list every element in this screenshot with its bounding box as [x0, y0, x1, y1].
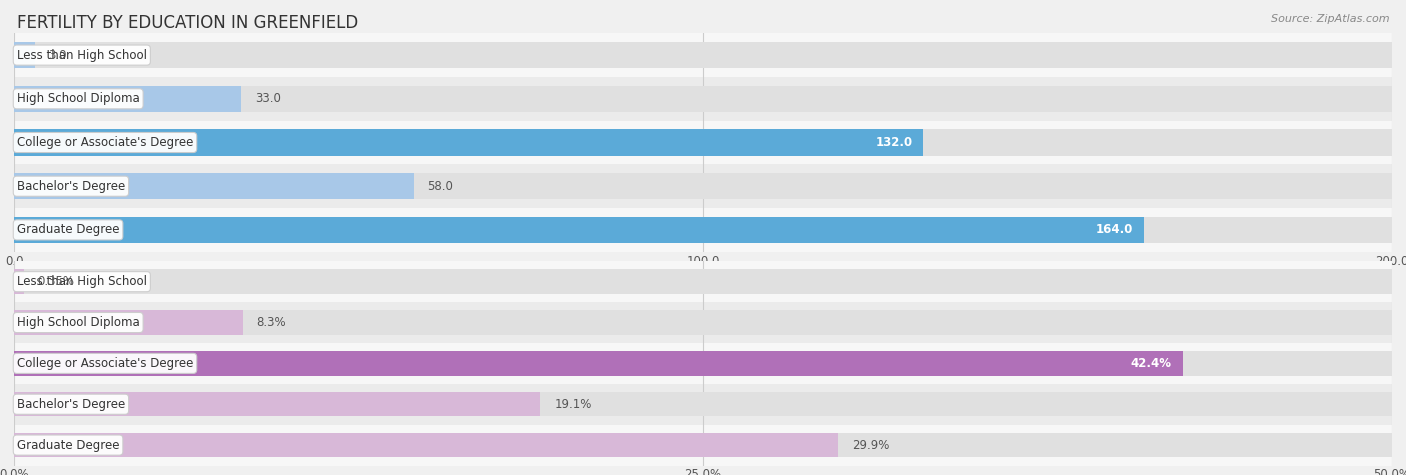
Bar	[14, 425, 1392, 466]
Bar	[14, 86, 1392, 112]
Text: Source: ZipAtlas.com: Source: ZipAtlas.com	[1271, 14, 1389, 24]
Bar	[14, 121, 1392, 164]
Text: College or Associate's Degree: College or Associate's Degree	[17, 357, 193, 370]
Bar	[14, 351, 1392, 376]
Bar	[14, 384, 1392, 425]
Text: 58.0: 58.0	[427, 180, 453, 193]
Bar	[14, 217, 1144, 243]
Text: 132.0: 132.0	[876, 136, 912, 149]
Bar	[14, 173, 1392, 200]
Bar	[14, 310, 1392, 335]
Bar	[14, 302, 1392, 343]
Text: High School Diploma: High School Diploma	[17, 92, 139, 105]
Bar	[14, 433, 838, 457]
Bar	[14, 129, 924, 156]
Text: 29.9%: 29.9%	[852, 438, 889, 452]
Bar	[14, 129, 1392, 156]
Text: Graduate Degree: Graduate Degree	[17, 223, 120, 237]
Text: Less than High School: Less than High School	[17, 48, 146, 62]
Bar	[14, 392, 540, 417]
Bar	[14, 86, 242, 112]
Bar	[14, 208, 1392, 252]
Text: Bachelor's Degree: Bachelor's Degree	[17, 398, 125, 411]
Bar	[14, 269, 1392, 294]
Text: FERTILITY BY EDUCATION IN GREENFIELD: FERTILITY BY EDUCATION IN GREENFIELD	[17, 14, 359, 32]
Text: 8.3%: 8.3%	[256, 316, 287, 329]
Bar	[14, 433, 1392, 457]
Text: 33.0: 33.0	[256, 92, 281, 105]
Text: 42.4%: 42.4%	[1130, 357, 1171, 370]
Bar	[14, 269, 24, 294]
Bar	[14, 77, 1392, 121]
Text: 3.0: 3.0	[48, 48, 67, 62]
Text: High School Diploma: High School Diploma	[17, 316, 139, 329]
Text: Less than High School: Less than High School	[17, 275, 146, 288]
Bar	[14, 42, 1392, 68]
Bar	[14, 173, 413, 200]
Bar	[14, 164, 1392, 208]
Bar	[14, 261, 1392, 302]
Text: College or Associate's Degree: College or Associate's Degree	[17, 136, 193, 149]
Bar	[14, 351, 1182, 376]
Text: 164.0: 164.0	[1095, 223, 1133, 237]
Bar	[14, 217, 1392, 243]
Text: Graduate Degree: Graduate Degree	[17, 438, 120, 452]
Bar	[14, 42, 35, 68]
Bar	[14, 392, 1392, 417]
Text: Bachelor's Degree: Bachelor's Degree	[17, 180, 125, 193]
Bar	[14, 310, 243, 335]
Bar	[14, 33, 1392, 77]
Text: 19.1%: 19.1%	[554, 398, 592, 411]
Bar	[14, 343, 1392, 384]
Text: 0.35%: 0.35%	[38, 275, 75, 288]
